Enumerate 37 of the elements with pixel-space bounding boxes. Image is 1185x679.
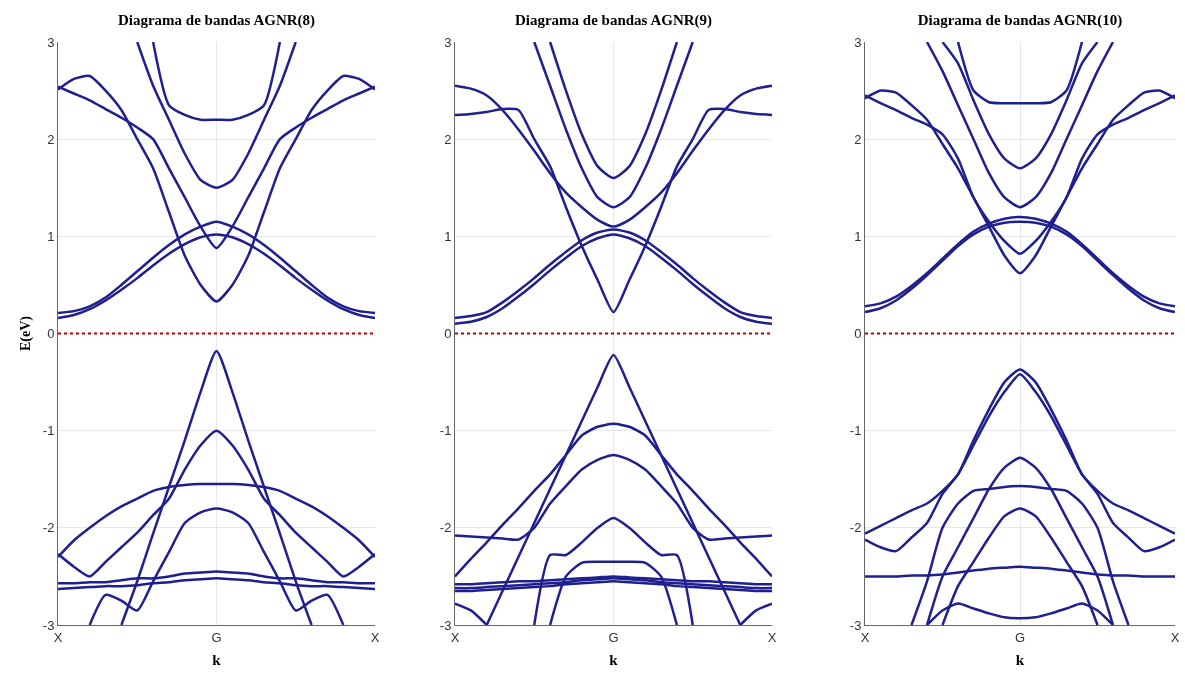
y-tick-label: 0 xyxy=(47,326,55,342)
x-tick-label: G xyxy=(211,629,222,645)
y-tick-label: 2 xyxy=(444,131,452,147)
y-tick-label: 1 xyxy=(854,228,862,244)
y-tick-label: 2 xyxy=(854,131,862,147)
y-tick-label: -1 xyxy=(439,423,452,439)
y-axis-title: E(eV) xyxy=(18,315,35,351)
y-tick-label: 0 xyxy=(854,326,862,342)
y-tick-label: -2 xyxy=(42,520,55,536)
y-tick-label: 3 xyxy=(444,34,452,50)
x-axis-title: k xyxy=(609,651,619,668)
x-axis-title: k xyxy=(1015,651,1025,668)
y-tick-label: -2 xyxy=(849,520,862,536)
chart-title: Diagrama de bandas AGNR(8) xyxy=(117,12,316,30)
y-tick-label: 1 xyxy=(444,228,452,244)
y-tick-label: -2 xyxy=(439,520,452,536)
x-tick-label: X xyxy=(860,629,870,645)
x-tick-label: X xyxy=(1170,629,1180,645)
y-tick-label: -1 xyxy=(42,423,55,439)
x-tick-label: X xyxy=(53,629,63,645)
y-tick-label: -1 xyxy=(849,423,862,439)
x-axis-title: k xyxy=(212,651,222,668)
y-tick-label: -3 xyxy=(849,617,862,633)
x-tick-label: X xyxy=(450,629,460,645)
chart-title: Diagrama de bandas AGNR(9) xyxy=(514,12,713,30)
y-tick-label: -3 xyxy=(439,617,452,633)
y-tick-label: 3 xyxy=(47,34,55,50)
y-tick-label: -3 xyxy=(42,617,55,633)
x-tick-label: X xyxy=(767,629,777,645)
x-tick-label: G xyxy=(608,629,619,645)
y-tick-label: 0 xyxy=(444,326,452,342)
y-tick-label: 1 xyxy=(47,228,55,244)
x-tick-label: G xyxy=(1014,629,1026,645)
chart-title: Diagrama de bandas AGNR(10) xyxy=(917,12,1123,30)
x-tick-label: X xyxy=(370,629,380,645)
y-tick-label: 2 xyxy=(47,131,55,147)
y-tick-label: 3 xyxy=(854,34,862,50)
